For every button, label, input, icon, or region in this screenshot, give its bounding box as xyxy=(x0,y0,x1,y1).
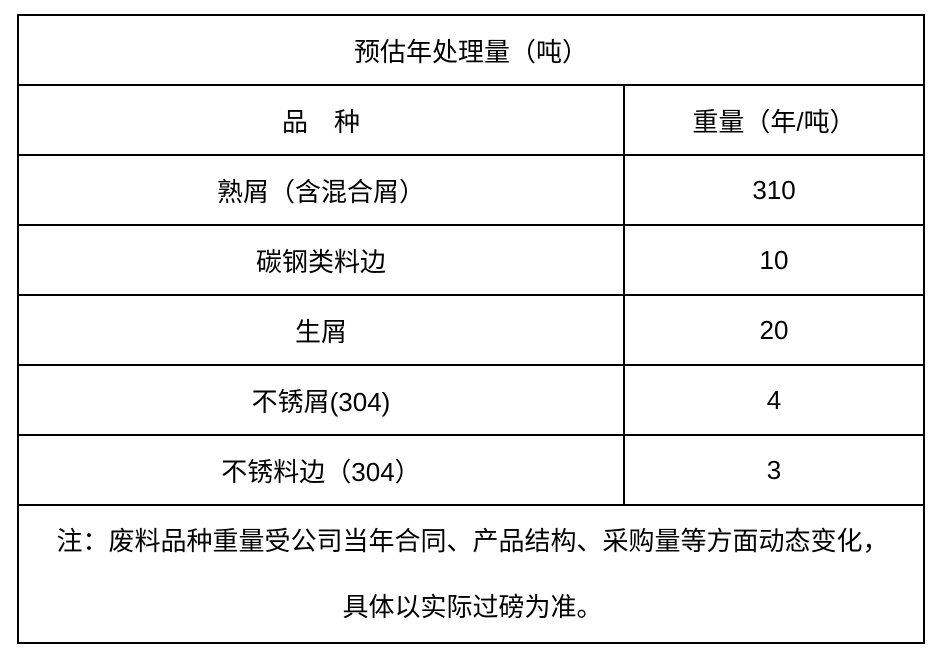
weight-cell: 3 xyxy=(622,434,926,506)
annual-capacity-table: 预估年处理量（吨） 品 种 重量（年/吨） 熟屑（含混合屑） 310 碳钢类料边… xyxy=(16,14,926,644)
weight-cell: 310 xyxy=(622,154,926,226)
column-header-weight: 重量（年/吨） xyxy=(622,84,926,156)
table-row: 生屑 20 xyxy=(17,294,926,366)
variety-cell: 碳钢类料边 xyxy=(17,224,625,296)
table-title: 预估年处理量（吨） xyxy=(16,14,926,86)
table-row: 熟屑（含混合屑） 310 xyxy=(17,154,926,226)
note-line-1: 注：废料品种重量受公司当年合同、产品结构、采购量等方面动态变化， xyxy=(56,526,889,556)
note-row: 注：废料品种重量受公司当年合同、产品结构、采购量等方面动态变化， 具体以实际过磅… xyxy=(16,504,926,644)
column-header-variety: 品 种 xyxy=(17,84,625,156)
table-row: 碳钢类料边 10 xyxy=(17,224,926,296)
note: 注：废料品种重量受公司当年合同、产品结构、采购量等方面动态变化， 具体以实际过磅… xyxy=(16,504,926,644)
note-line-2: 具体以实际过磅为准。 xyxy=(342,592,603,622)
table-row: 不锈屑(304) 4 xyxy=(17,364,926,436)
weight-cell: 4 xyxy=(622,364,926,436)
header-row: 品 种 重量（年/吨） xyxy=(17,84,926,156)
variety-cell: 熟屑（含混合屑） xyxy=(17,154,625,226)
table-row: 不锈料边（304） 3 xyxy=(17,434,926,506)
weight-cell: 10 xyxy=(622,224,926,296)
title-row: 预估年处理量（吨） xyxy=(16,14,926,86)
variety-cell: 不锈料边（304） xyxy=(17,434,625,506)
variety-cell: 生屑 xyxy=(17,294,625,366)
variety-cell: 不锈屑(304) xyxy=(17,364,625,436)
weight-cell: 20 xyxy=(622,294,926,366)
